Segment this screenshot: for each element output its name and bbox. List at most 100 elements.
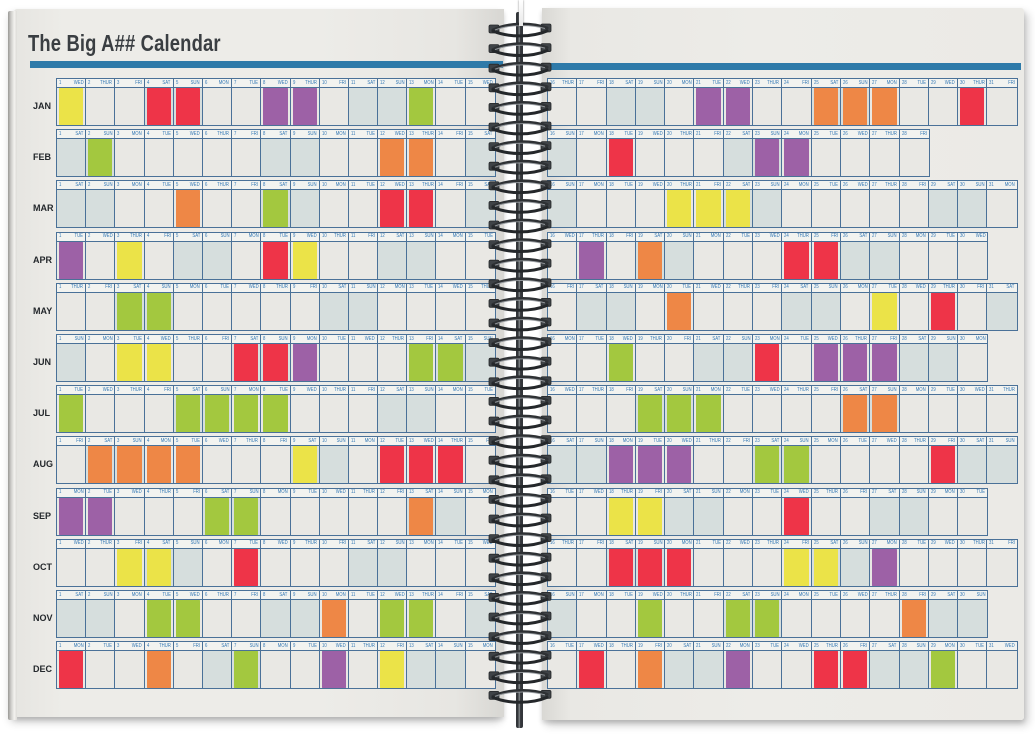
weekday-abbrev: WED xyxy=(975,233,986,240)
day-header: 28 TUE xyxy=(899,539,928,549)
day-header: 4 MON xyxy=(144,437,173,447)
weekday-abbrev: SAT xyxy=(250,335,259,342)
day-header: 7 MON xyxy=(232,232,261,242)
weekday-abbrev: SAT xyxy=(888,489,897,496)
day-header: 8 SUN xyxy=(261,335,290,344)
event-block-red xyxy=(263,241,288,279)
weekday-abbrev: TUE xyxy=(308,489,317,496)
day-header: 21 THUR xyxy=(694,437,723,447)
day-column: 26 MON xyxy=(840,283,871,330)
day-cell xyxy=(753,651,782,689)
day-number: 6 xyxy=(204,642,208,649)
day-column: 9 MON xyxy=(290,335,320,381)
event-block-red xyxy=(842,651,868,689)
day-cell xyxy=(840,190,870,228)
weekday-abbrev: FRI xyxy=(713,181,721,188)
day-cell xyxy=(319,88,348,125)
day-column: 4 WED xyxy=(144,335,174,381)
day-number: 8 xyxy=(263,181,266,188)
day-column: 2 WED xyxy=(86,232,116,279)
day-header: 21 WED xyxy=(694,283,723,293)
weekday-abbrev: SUN xyxy=(887,386,897,393)
day-column: 28 MON xyxy=(899,232,929,279)
weekday-abbrev: SUN xyxy=(858,540,868,547)
weekday-abbrev: SAT xyxy=(947,181,956,188)
day-column: 15 SUN xyxy=(465,335,495,381)
day-number: 25 xyxy=(813,233,819,240)
weekday-abbrev: THUR xyxy=(129,233,142,240)
day-header: 12 MON xyxy=(378,283,407,293)
day-column: 24 SAT xyxy=(782,283,812,330)
weekday-abbrev: SAT xyxy=(191,233,200,240)
weekday-abbrev: TUE xyxy=(366,130,376,137)
day-cell xyxy=(348,344,378,381)
day-column: 28 TUE xyxy=(899,79,929,125)
day-number: 9 xyxy=(292,591,295,598)
day-column: 30 TUE xyxy=(958,642,988,689)
weekday-abbrev: FRI xyxy=(339,540,346,547)
day-cell xyxy=(290,600,319,637)
day-cell xyxy=(694,344,723,381)
weekday-abbrev: MON xyxy=(335,181,346,188)
day-column: 20 SUN xyxy=(665,386,695,433)
day-header: 19 FRI xyxy=(635,488,665,498)
day-column: 21 WED xyxy=(694,283,724,330)
right-page: 16 THUR 17 FRI 18 SAT 19 SUN 20 MON 21 TUE 22 WED 23 TH… xyxy=(542,8,1024,720)
day-header: 18 TUE xyxy=(606,130,635,140)
weekday-abbrev: TUE xyxy=(162,591,171,598)
day-column: 2 TUE xyxy=(86,642,116,689)
day-number: 19 xyxy=(637,335,643,342)
weekday-abbrev: SAT xyxy=(396,386,405,393)
weekday-abbrev: TUE xyxy=(741,386,751,393)
day-header: 12 WED xyxy=(378,591,407,600)
day-header: 25 THUR xyxy=(811,488,840,498)
day-header: 10 MON xyxy=(319,181,348,191)
weekday-abbrev: SAT xyxy=(830,540,838,547)
day-header: 27 MON xyxy=(870,79,899,88)
day-cell xyxy=(57,395,86,433)
day-header: 31 SUN xyxy=(987,437,1017,447)
weekday-abbrev: SUN xyxy=(682,233,692,240)
day-header: 31 FRI xyxy=(987,79,1017,88)
day-number: 23 xyxy=(755,540,760,547)
day-header: 19 SUN xyxy=(635,79,665,88)
day-number: 2 xyxy=(88,181,91,188)
day-header: 29 SAT xyxy=(928,181,958,191)
day-column: 20 SAT xyxy=(665,642,695,689)
day-cell xyxy=(319,548,348,586)
day-cell xyxy=(635,651,665,689)
weekday-abbrev: TUE xyxy=(770,489,780,496)
day-header: 28 MON xyxy=(899,386,928,396)
day-header: 10 FRI xyxy=(319,539,348,549)
day-column: 19 THUR xyxy=(635,335,666,381)
weekday-abbrev: WED xyxy=(73,540,84,547)
day-header: 28 FRI xyxy=(899,591,928,600)
day-cell xyxy=(202,446,232,484)
day-column: 22 WED xyxy=(723,539,754,586)
day-cell xyxy=(577,292,606,330)
day-cell xyxy=(840,651,870,689)
day-header: 9 THUR xyxy=(290,79,319,88)
day-number: 18 xyxy=(608,233,614,240)
wire-loop-icon xyxy=(488,297,552,312)
day-number: 19 xyxy=(637,540,643,547)
day-column: 22 FRI xyxy=(723,437,754,484)
day-cell xyxy=(694,651,723,689)
day-header: 13 SUN xyxy=(407,232,436,242)
day-header: 23 SUN xyxy=(753,181,782,191)
day-number: 18 xyxy=(608,540,614,547)
day-cell xyxy=(606,292,635,330)
day-cell xyxy=(753,600,782,637)
day-column: 17 THUR xyxy=(577,232,607,279)
day-cell xyxy=(144,497,173,535)
day-column: 28 FRI xyxy=(899,181,929,228)
day-cell xyxy=(290,497,319,535)
weekday-abbrev: MON xyxy=(886,540,897,547)
weekday-abbrev: THUR xyxy=(421,591,434,598)
day-number: 26 xyxy=(842,437,848,444)
weekday-abbrev: TUE xyxy=(800,335,809,342)
day-column: 13 WED xyxy=(407,437,437,484)
day-number: 7 xyxy=(234,386,237,393)
weekday-abbrev: MON xyxy=(593,130,604,137)
